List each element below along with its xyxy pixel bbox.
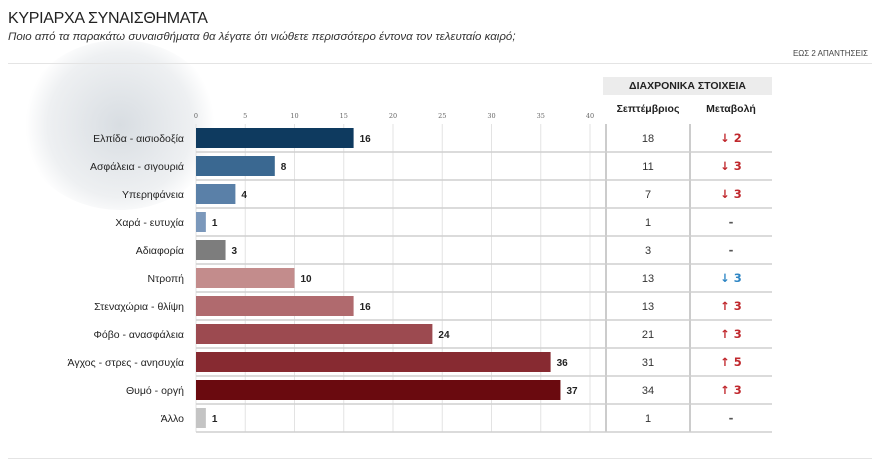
category-label: Ασφάλεια - σιγουριά: [90, 161, 184, 173]
data-label: 8: [281, 162, 287, 173]
change-value: -: [729, 215, 734, 229]
change-value: ↑ 3: [720, 383, 742, 397]
x-tick-label: 10: [290, 112, 298, 120]
change-value: ↑ 3: [720, 299, 742, 313]
data-label: 24: [438, 330, 450, 341]
bar: [196, 268, 295, 288]
category-label: Ντροπή: [148, 273, 185, 285]
change-value: ↓ 2: [720, 131, 742, 145]
answers-note: ΕΩΣ 2 ΑΠΑΝΤΗΣΕΙΣ: [792, 49, 868, 58]
chart-subtitle: Ποιο από τα παρακάτω συναισθήματα θα λέγ…: [8, 31, 516, 43]
data-label: 36: [557, 358, 569, 369]
bar: [196, 156, 275, 176]
september-value: 31: [642, 357, 654, 369]
x-tick-label: 5: [243, 112, 247, 120]
change-value: ↑ 3: [720, 327, 742, 341]
x-tick-label: 40: [586, 112, 594, 120]
september-value: 1: [645, 217, 651, 229]
september-value: 11: [642, 161, 653, 173]
divider: [8, 458, 872, 459]
column-header-september: Σεπτέμβριος: [616, 103, 680, 115]
september-value: 3: [645, 245, 651, 257]
bar: [196, 324, 433, 344]
x-tick-label: 20: [389, 112, 397, 120]
virus-watermark: [20, 40, 220, 210]
x-tick-label: 15: [340, 112, 348, 120]
change-value: ↓ 3: [720, 187, 742, 201]
september-value: 13: [642, 301, 654, 313]
change-value: ↑ 5: [720, 355, 742, 369]
bar: [196, 296, 354, 316]
table-title: ΔΙΑΧΡΟΝΙΚΑ ΣΤΟΙΧΕΙΑ: [603, 77, 772, 95]
bar: [196, 128, 354, 148]
category-label: Φόβο - ανασφάλεια: [93, 329, 184, 341]
september-value: 7: [645, 189, 651, 201]
data-label: 3: [232, 246, 238, 257]
september-value: 1: [645, 413, 651, 425]
category-label: Άγχος - στρες - ανησυχία: [68, 357, 185, 369]
bar: [196, 352, 551, 372]
data-label: 16: [360, 302, 372, 313]
chart-title: ΚΥΡΙΑΡΧΑ ΣΥΝΑΙΣΘΗΜΑΤΑ: [8, 10, 208, 27]
bar: [196, 240, 226, 260]
category-label: Χαρά - ευτυχία: [115, 217, 184, 229]
data-label: 16: [360, 134, 372, 145]
change-value: -: [729, 243, 734, 257]
bar: [196, 184, 236, 204]
x-tick-label: 35: [537, 112, 545, 120]
data-label: 1: [212, 218, 218, 229]
divider: [8, 63, 872, 64]
column-header-change: Μεταβολή: [706, 103, 756, 115]
september-value: 34: [642, 385, 654, 397]
category-label: Ελπίδα - αισιοδοξία: [93, 133, 184, 145]
change-value: -: [729, 411, 734, 425]
data-label: 37: [566, 386, 578, 397]
x-tick-label: 0: [194, 112, 198, 120]
september-value: 21: [642, 329, 654, 341]
category-label: Άλλο: [161, 413, 184, 425]
september-value: 18: [642, 133, 654, 145]
category-label: Στεναχώρια - θλίψη: [94, 301, 184, 313]
change-value: ↓ 3: [720, 271, 742, 285]
data-label: 10: [301, 274, 313, 285]
bar: [196, 408, 206, 428]
category-label: Υπερηφάνεια: [122, 189, 184, 201]
data-label: 1: [212, 414, 218, 425]
bar: [196, 380, 561, 400]
category-label: Αδιαφορία: [136, 245, 184, 257]
september-value: 13: [642, 273, 654, 285]
x-tick-label: 30: [487, 112, 495, 120]
x-tick-label: 25: [438, 112, 446, 120]
category-label: Θυμό - οργή: [126, 385, 184, 397]
change-value: ↓ 3: [720, 159, 742, 173]
data-label: 4: [241, 190, 247, 201]
bar: [196, 212, 206, 232]
